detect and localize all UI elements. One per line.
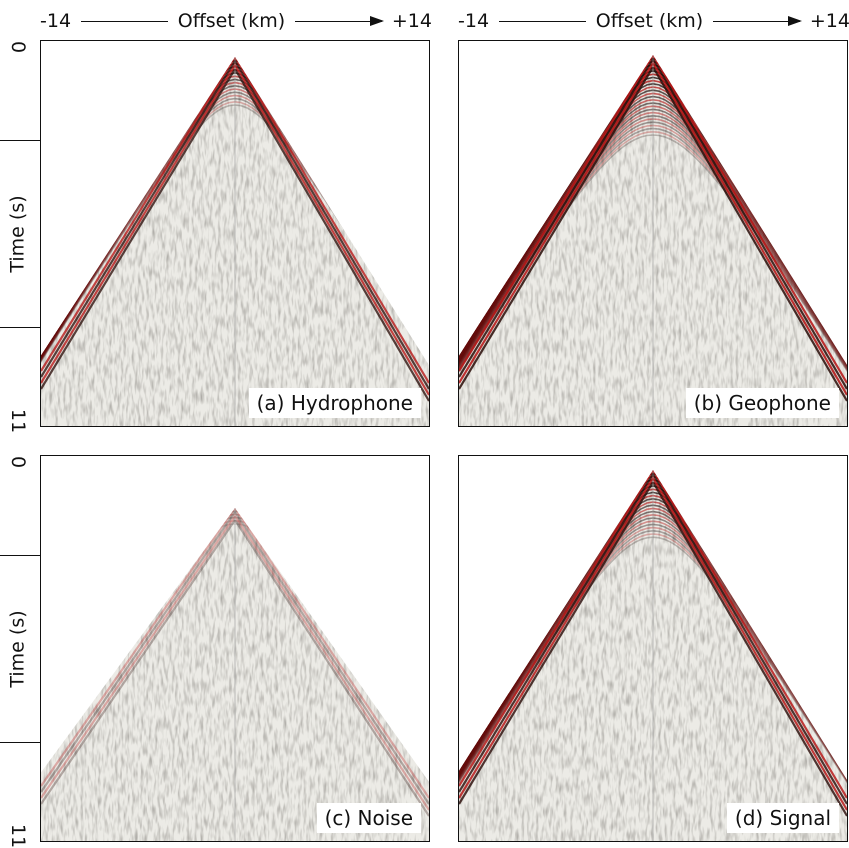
- left-axis: 0 Time (s) 11: [2, 451, 34, 847]
- panel-label: (c) Noise: [317, 803, 421, 833]
- top-axis: -14 Offset (km) +14: [40, 6, 432, 36]
- panel: (d) Signal: [458, 455, 848, 842]
- figure: -14 Offset (km) +14 -14 Offset (km) +14 …: [0, 0, 849, 843]
- tick-label: -14: [40, 10, 71, 32]
- tick-label: 11: [7, 409, 29, 433]
- gather: [41, 456, 429, 841]
- top-axis: -14 Offset (km) +14: [458, 6, 849, 36]
- gather: [41, 41, 429, 426]
- tick-label: 0: [7, 41, 29, 53]
- tick-label: 11: [7, 824, 29, 848]
- axis-arrow: [295, 21, 382, 22]
- panel-label: (a) Hydrophone: [249, 388, 421, 418]
- axis-label: Offset (km): [178, 10, 285, 32]
- tick-label: +14: [392, 10, 432, 32]
- panel: (a) Hydrophone: [40, 40, 430, 427]
- panel: (c) Noise: [40, 455, 430, 842]
- left-axis: 0 Time (s) 11: [2, 36, 34, 432]
- gather: [459, 456, 847, 841]
- axis-label: Time (s): [7, 195, 29, 272]
- gather: [459, 41, 847, 426]
- axis-arrow: [713, 21, 800, 22]
- tick-label: 0: [7, 456, 29, 468]
- axis-label: Offset (km): [596, 10, 703, 32]
- panel-label: (d) Signal: [727, 803, 839, 833]
- axis-line: [499, 21, 586, 22]
- tick-label: -14: [458, 10, 489, 32]
- axis-line: [81, 21, 168, 22]
- axis-label: Time (s): [7, 610, 29, 687]
- panel-label: (b) Geophone: [686, 388, 839, 418]
- tick-label: +14: [810, 10, 849, 32]
- panel: (b) Geophone: [458, 40, 848, 427]
